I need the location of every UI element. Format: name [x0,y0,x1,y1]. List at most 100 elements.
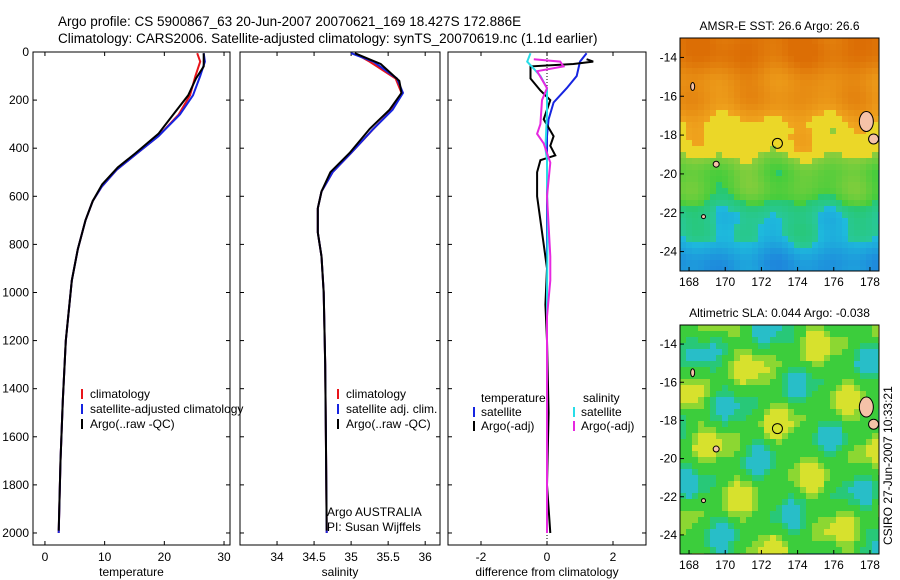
sla-argo-marker [771,423,783,435]
salinity-series-argo [316,52,403,531]
salinity-legend-label: climatology [346,387,406,401]
island-shape [712,160,720,168]
sst-xtick-label: 170 [715,275,735,289]
panel-salinity: 34 34.5 35 35.5 36 salinity climatologysatelli… [239,51,441,579]
island-shape [858,110,874,132]
sla-xtick-label: 178 [860,558,880,572]
map-sla: Altimetric SLA: 0.044 Argo: -0.038 168 170… [660,306,881,572]
island-shape [868,418,880,430]
sla-ytick-label: -16 [660,375,678,389]
depth-tick-label: 600 [9,189,29,203]
island-shape [690,82,696,92]
diff-legend-salinity-title: salinity [583,391,620,405]
diff-legend-label: satellite [481,405,522,419]
temperature-axes-frame [32,51,231,546]
sla-field [680,325,879,554]
sst-ytick-label: -20 [660,167,678,181]
island-shape [858,396,874,418]
depth-tick-label: 0 [22,45,29,59]
salinity-legend-label: Argo(..raw -QC) [346,417,431,431]
sst-xtick-label: 172 [751,275,771,289]
salinity-xlabel: salinity [322,565,359,579]
sla-ytick-label: -24 [660,528,678,542]
annotation-program: Argo AUSTRALIA [327,505,422,519]
sla-xtick-label: 174 [788,558,808,572]
sst-xtick-label: 176 [824,275,844,289]
sst-field [680,38,879,271]
diff-legend-label: Argo(-adj) [481,419,534,433]
depth-tick-label: 1000 [2,285,29,299]
salinity-series-satellite-adj-clim- [316,52,405,534]
temperature-xtick-label: 10 [98,550,112,564]
depth-tick-label: 1400 [2,382,29,396]
depth-tick-label: 2000 [2,526,29,540]
sla-islands [690,368,880,504]
depth-tick-label: 1800 [2,478,29,492]
salinity-xtick-label: 35.5 [376,550,400,564]
diff-legend-temperature-title: temperature [481,391,546,405]
sla-ytick-label: -14 [660,337,678,351]
salinity-xtick-label: 36 [419,550,433,564]
sla-ytick-label: -22 [660,490,678,504]
difference-xtick-label: -2 [476,550,487,564]
sst-islands [690,82,880,220]
sst-xtick-label: 174 [788,275,808,289]
temperature-xtick-label: 20 [158,550,172,564]
difference-xlabel: difference from climatology [475,565,618,579]
island-shape [690,368,696,378]
map-panels: AMSR-E SST: 26.6 Argo: 26.6 168 170 172 174 1… [660,19,881,572]
island-shape [868,133,880,145]
sst-ytick-label: -18 [660,128,678,142]
temperature-legend-label: satellite-adjusted climatology [90,402,243,416]
depth-tick-label: 200 [9,93,29,107]
sst-argo-marker [771,137,783,149]
salinity-series-climatology [316,52,403,534]
map-sst: AMSR-E SST: 26.6 Argo: 26.6 168 170 172 174 1… [660,19,881,289]
sst-ytick-label: -22 [660,206,678,220]
figure-title-line2: Climatology: CARS2006. Satellite-adjuste… [58,31,598,46]
sla-xtick-label: 172 [751,558,771,572]
temperature-xtick-label: 0 [42,550,49,564]
diff-legend-label: satellite [581,405,622,419]
salinity-legend-label: satellite adj. clim. [346,402,437,416]
temperature-xtick-label: 30 [217,550,231,564]
difference-series-temperature-argo-adj- [529,58,594,534]
difference-xtick-label: 2 [610,550,617,564]
temperature-series-satellite-adjusted-climatology [57,53,206,534]
depth-tick-label: 1600 [2,430,29,444]
footer-timestamp: CSIRO 27-Jun-2007 10:33:21 [881,386,895,545]
figure-title-line1: Argo profile: CS 5900867_63 20-Jun-2007 … [58,14,521,29]
sla-frame [679,324,880,555]
temperature-legend-label: climatology [90,387,150,401]
sst-xtick-label: 168 [679,275,699,289]
difference-xtick-label: 0 [544,550,551,564]
depth-tick-label: 1200 [2,334,29,348]
sst-title: AMSR-E SST: 26.6 Argo: 26.6 [699,19,859,33]
sst-xtick-label: 178 [860,275,880,289]
sla-title: Altimetric SLA: 0.044 Argo: -0.038 [689,306,870,320]
sla-xtick-label: 168 [679,558,699,572]
temperature-legend-label: Argo(..raw -QC) [90,417,175,431]
island-shape [701,214,707,220]
difference-series-salinity-satellite [526,52,549,533]
temperature-xlabel: temperature [99,565,164,579]
sla-ytick-label: -18 [660,413,678,427]
salinity-axes-frame [239,51,441,546]
salinity-xtick-label: 35 [344,550,358,564]
salinity-xtick-label: 34 [270,550,284,564]
temperature-series-climatology [57,52,202,534]
island-shape [712,445,720,453]
sst-ytick-label: -16 [660,89,678,103]
sst-ytick-label: -24 [660,245,678,259]
difference-series-temperature-satellite [546,52,588,533]
temperature-series-argo [57,53,205,531]
sla-xtick-label: 176 [824,558,844,572]
sla-ytick-label: -20 [660,452,678,466]
depth-tick-label: 800 [9,237,29,251]
sla-xtick-label: 170 [715,558,735,572]
diff-legend-label: Argo(-adj) [581,419,634,433]
island-shape [701,498,707,504]
panel-temperature: 0 200 400 600 800 1000 1200 1400 1600 1800 2000 0 10… [2,45,243,579]
